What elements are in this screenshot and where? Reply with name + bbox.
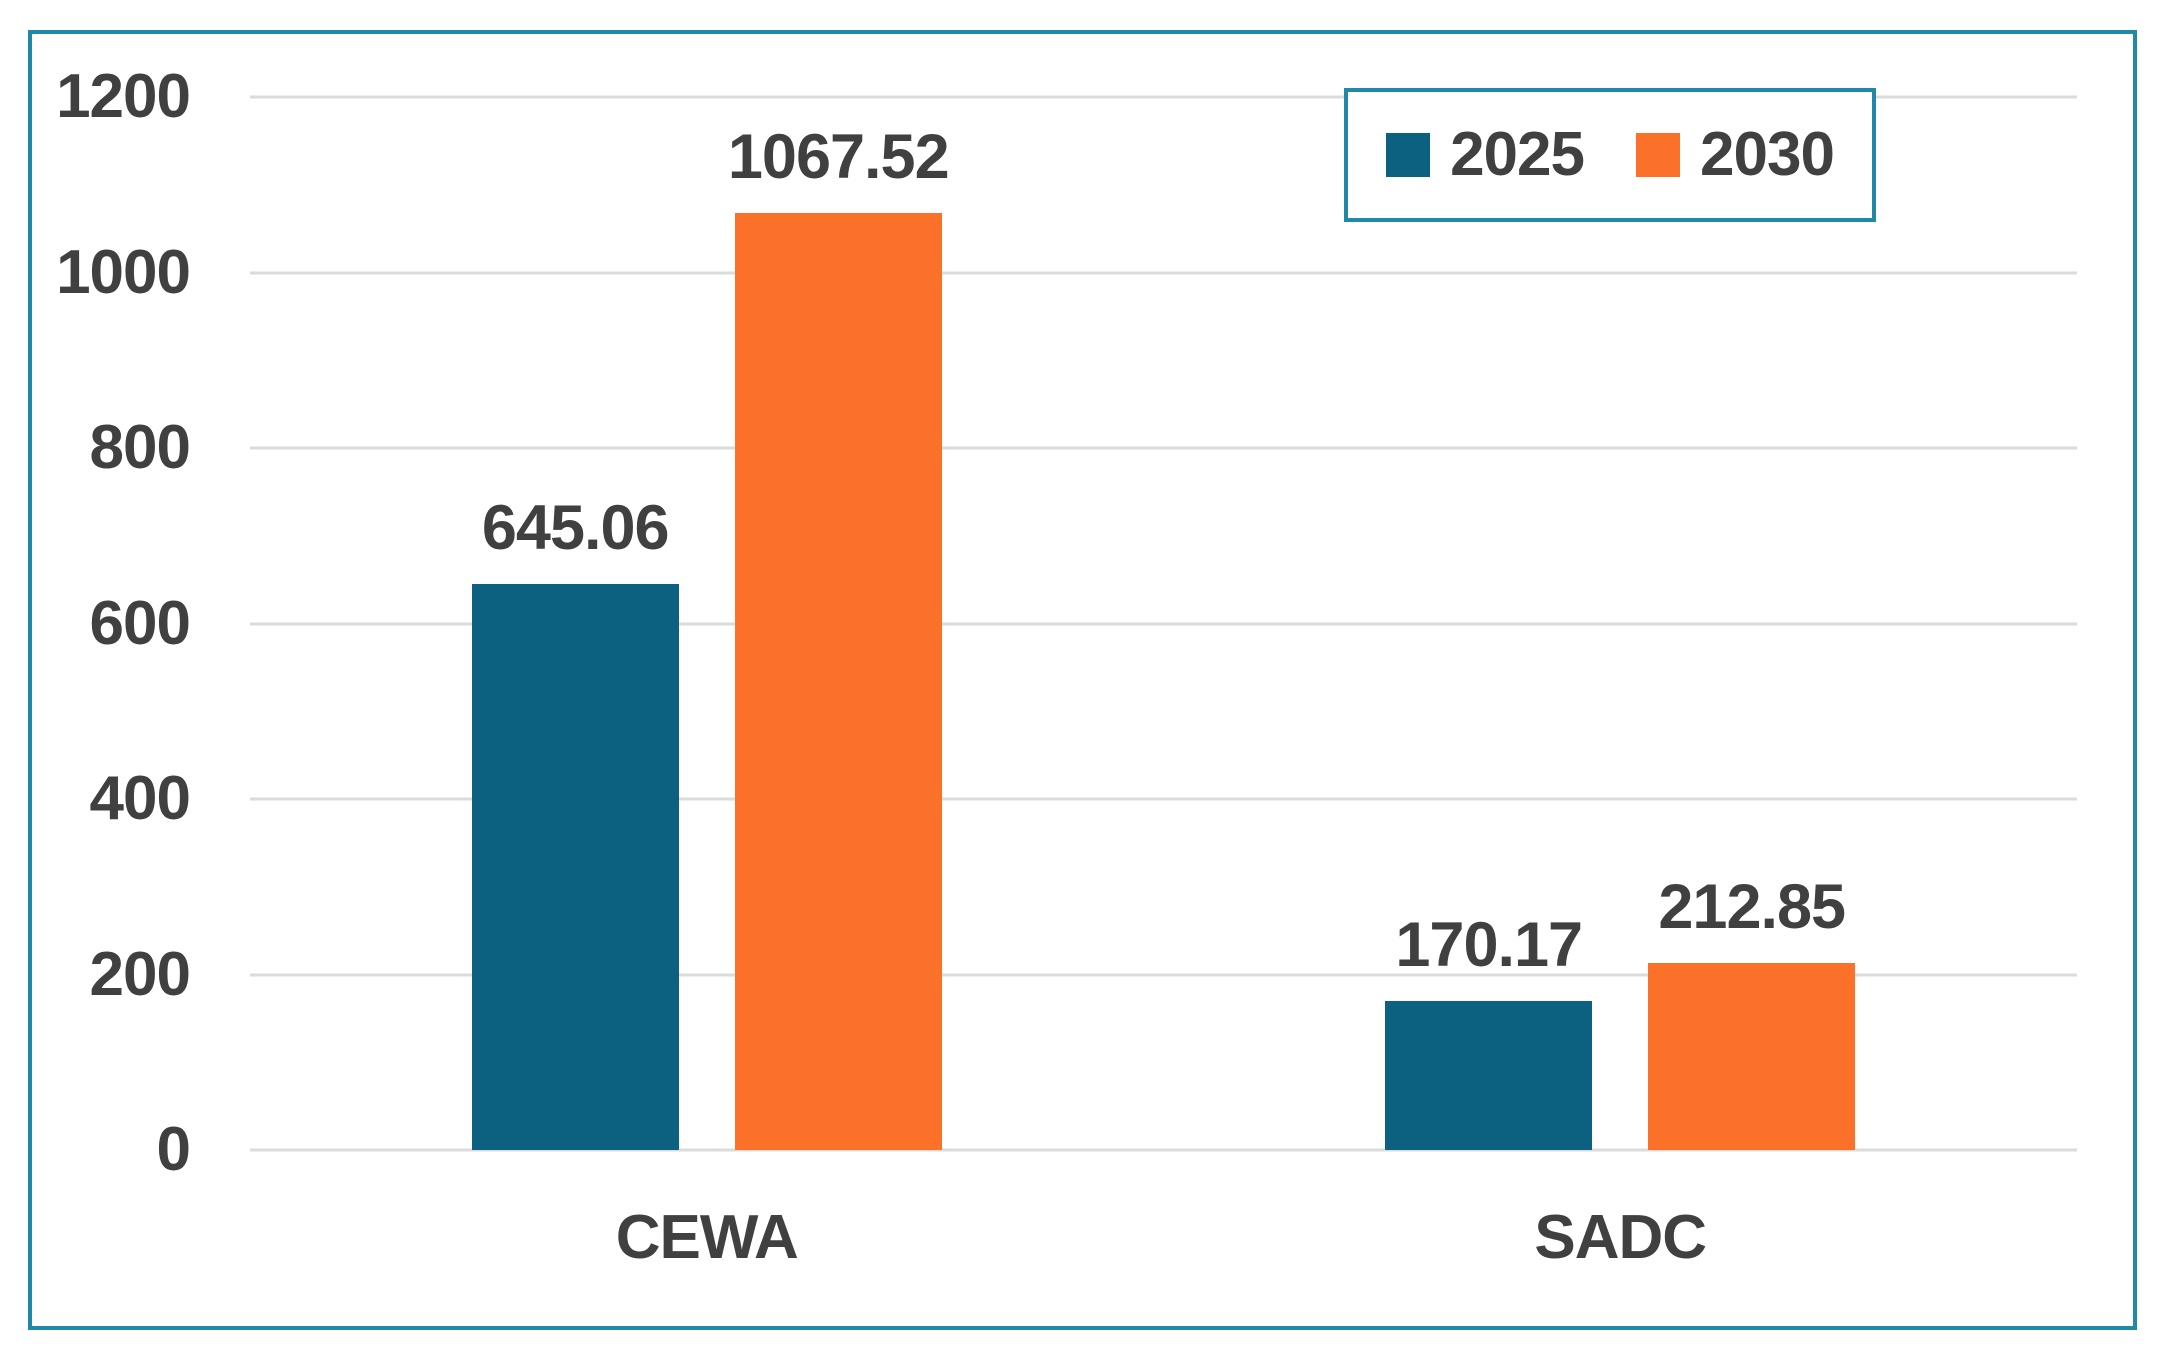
y-tick-label-600: 600 [89,588,191,658]
legend-label-2025: 2025 [1450,120,1585,189]
legend-label-2030: 2030 [1700,120,1835,189]
y-tick-label-200: 200 [89,939,191,1009]
gridline-1000 [250,271,2077,274]
y-tick-label-1200: 1200 [56,62,191,131]
chart-frame: 0 200 400 600 800 1000 1200 CEWA SADC 645.06 106… [28,30,2137,1330]
y-tick-label-400: 400 [89,764,191,833]
gridline-200 [250,973,2077,976]
legend-swatch-2025 [1386,133,1431,177]
plot-area: 0 200 400 600 800 1000 1200 CEWA SADC 645.06 106… [56,66,2077,1269]
bar-value-label-2025-cewa: 645.06 [481,492,670,563]
gridline-600 [250,622,2077,625]
gridline-0 [250,1148,2077,1152]
gridline-800 [250,446,2077,450]
y-tick-label-1000: 1000 [56,237,191,307]
legend-swatch-2030 [1636,133,1680,177]
y-tick-label-800: 800 [89,413,191,482]
bar-value-label-2030-cewa: 1067.52 [727,122,950,193]
bar-2030-sadc: 212.85 [1648,876,1856,1150]
bar-value-label-2030-sadc: 212.85 [1658,872,1846,943]
bar-group-sadc: 170.17 212.85 [1385,97,1856,1150]
x-axis-category-labels: CEWA SADC [250,1150,2077,1326]
bar-value-label-2025-sadc: 170.17 [1395,909,1583,980]
x-label-sadc: SADC [1534,1203,1707,1272]
bar-2025-sadc: 170.17 [1385,913,1593,1150]
gridline-400 [250,797,2077,801]
bar-2030-cewa: 1067.52 [728,126,950,1150]
legend-item-2030: 2030 [1636,120,1835,189]
gridline-1200 [250,95,2077,99]
bar-group-cewa: 645.06 1067.52 [471,97,950,1150]
y-axis-tick-labels: 0 200 400 600 800 1000 1200 [32,66,191,1181]
bar-2025-cewa: 645.06 [471,496,679,1150]
legend: 2025 2030 [1344,88,1876,222]
legend-item-2025: 2025 [1386,120,1585,189]
x-label-cewa: CEWA [615,1203,799,1272]
y-tick-label-0: 0 [156,1115,191,1184]
